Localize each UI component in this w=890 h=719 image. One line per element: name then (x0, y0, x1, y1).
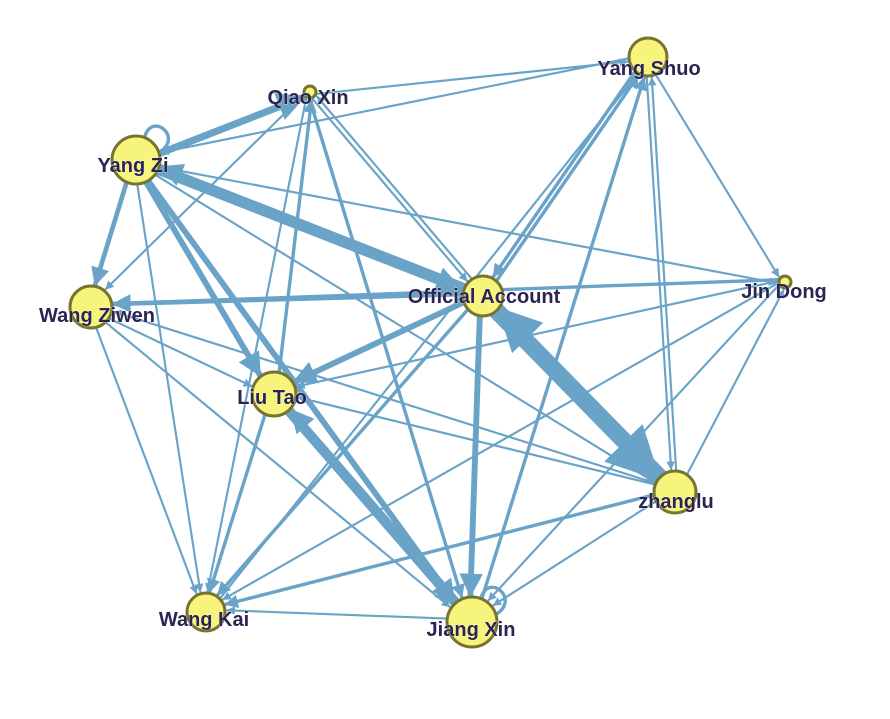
labels-layer: Official Account Yang Zi Qiao Xin Yang Shuo… (39, 58, 827, 642)
edge-zhanglu-to-jindong (685, 289, 785, 476)
node-label-jiangxin: Jiang Xin (427, 619, 516, 641)
edge-qiaoxin-to-official (310, 97, 468, 282)
edge-jiangxin-to-jiangxin (479, 585, 507, 617)
edge-yangzi-to-liutao (143, 178, 263, 378)
edge-yangzi-to-qiaoxin (155, 93, 308, 158)
edge-jindong-to-wangkai (221, 281, 780, 601)
edge-wangziwen-to-jiangxin (104, 321, 451, 608)
edge-yangshuo-to-yangzi (159, 57, 630, 156)
node-label-wangziwen: Wang Ziwen (39, 305, 155, 327)
edge-jindong-to-jiangxin (487, 283, 781, 602)
edge-jiangxin-to-yangshuo (480, 76, 647, 601)
edge-jiangxin-to-liutao (288, 407, 461, 605)
node-jiangxin (445, 595, 499, 649)
edge-qiaoxin-to-jiangxin (307, 96, 465, 599)
edge-yangzi-to-yangzi (142, 124, 171, 155)
edge-liutao-to-jiangxin (284, 409, 455, 606)
edge-official-to-yangzi (158, 163, 469, 290)
edge-qiaoxin-to-yangshuo (315, 58, 629, 95)
edge-wangkai-to-yangshuo (218, 73, 638, 600)
edge-jiangxin-to-wangkai (226, 606, 449, 620)
edge-zhanglu-to-yangshuo (647, 76, 678, 472)
edge-qiaoxin-to-wangziwen (104, 93, 306, 291)
edge-zhanglu-to-wangziwen (112, 309, 657, 485)
node-label-official: Official Account (408, 286, 561, 308)
edge-zhanglu-to-wangkai (224, 493, 656, 608)
edges-layer (91, 57, 785, 620)
node-wangkai (185, 591, 227, 633)
node-liutao (250, 370, 298, 418)
node-official (461, 274, 505, 318)
edge-qiaoxin-to-wangkai (205, 96, 308, 592)
node-label-jindong: Jin Dong (741, 281, 827, 303)
edge-yangshuo-to-zhanglu (645, 75, 675, 471)
edge-official-to-liutao (291, 299, 467, 385)
node-label-wangkai: Wang Kai (159, 609, 249, 631)
node-label-yangzi: Yang Zi (97, 155, 168, 177)
edge-official-to-qiaoxin (316, 95, 474, 281)
edge-yangzi-to-wangziwen (91, 179, 129, 287)
node-wangziwen (68, 284, 114, 330)
nodes-layer (68, 36, 793, 649)
edge-zhanglu-to-liutao (296, 394, 657, 486)
edge-yangzi-to-wangkai (136, 183, 204, 593)
edge-zhanglu-to-jiangxin (492, 500, 658, 607)
node-label-yangshuo: Yang Shuo (597, 58, 700, 80)
edge-yangzi-to-zhanglu (154, 173, 656, 484)
edge-liutao-to-qiaoxin (277, 98, 317, 375)
edge-jindong-to-liutao (295, 279, 780, 389)
edge-wangziwen-to-liutao (107, 317, 253, 388)
node-yangzi (110, 134, 162, 186)
edge-official-to-yangshuo (494, 74, 640, 283)
edge-zhanglu-to-official (494, 304, 668, 481)
edge-yangzi-to-jindong (158, 165, 778, 286)
edge-wangziwen-to-wangkai (95, 326, 198, 595)
node-label-qiaoxin: Qiao Xin (267, 87, 348, 109)
node-qiaoxin (302, 84, 318, 100)
node-label-zhanglu: zhanglu (638, 491, 714, 513)
edge-yangzi-to-jiangxin (145, 177, 458, 605)
node-jindong (777, 274, 793, 290)
edge-yangzi-to-official (153, 167, 466, 295)
node-label-liutao: Liu Tao (237, 387, 307, 409)
node-yangshuo (627, 36, 669, 78)
node-zhanglu (652, 469, 698, 515)
edge-yangshuo-to-jindong (654, 73, 780, 278)
edge-liutao-to-wangkai (207, 412, 267, 593)
edge-jindong-to-wangziwen (112, 278, 781, 311)
